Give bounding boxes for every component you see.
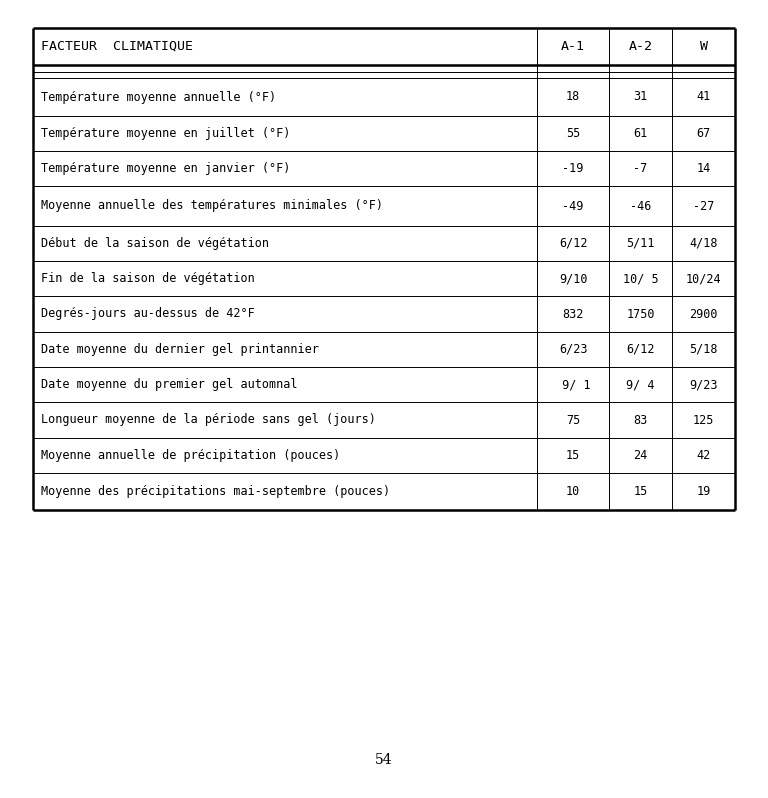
Text: 61: 61 — [634, 127, 647, 140]
Text: -7: -7 — [634, 162, 647, 175]
Text: A-1: A-1 — [561, 40, 585, 53]
Text: 2900: 2900 — [689, 307, 718, 321]
Text: 18: 18 — [566, 90, 580, 104]
Text: 1750: 1750 — [626, 307, 655, 321]
Text: 10/24: 10/24 — [686, 272, 721, 285]
Text: 6/23: 6/23 — [559, 343, 588, 356]
Text: 5/11: 5/11 — [626, 237, 655, 250]
Text: 9/10: 9/10 — [559, 272, 588, 285]
Text: 19: 19 — [697, 485, 710, 498]
Text: 6/12: 6/12 — [559, 237, 588, 250]
Text: -49: -49 — [562, 200, 584, 212]
Text: -27: -27 — [693, 200, 714, 212]
Text: 24: 24 — [634, 449, 647, 462]
Text: 10: 10 — [566, 485, 580, 498]
Text: 67: 67 — [697, 127, 710, 140]
Text: 832: 832 — [562, 307, 584, 321]
Text: Date moyenne du premier gel automnal: Date moyenne du premier gel automnal — [41, 378, 297, 391]
Text: Température moyenne en janvier (°F): Température moyenne en janvier (°F) — [41, 162, 290, 175]
Text: Longueur moyenne de la période sans gel (jours): Longueur moyenne de la période sans gel … — [41, 413, 376, 426]
Text: 5/18: 5/18 — [689, 343, 718, 356]
Text: Fin de la saison de végétation: Fin de la saison de végétation — [41, 272, 255, 285]
Text: 9/23: 9/23 — [689, 378, 718, 391]
Text: -46: -46 — [630, 200, 651, 212]
Text: 4/18: 4/18 — [689, 237, 718, 250]
Text: 15: 15 — [566, 449, 580, 462]
Text: W: W — [700, 40, 707, 53]
Text: 14: 14 — [697, 162, 710, 175]
Text: 31: 31 — [634, 90, 647, 104]
Text: 10/ 5: 10/ 5 — [623, 272, 658, 285]
Text: 54: 54 — [376, 753, 392, 767]
Text: Début de la saison de végétation: Début de la saison de végétation — [41, 237, 269, 250]
Text: Moyenne annuelle de précipitation (pouces): Moyenne annuelle de précipitation (pouce… — [41, 449, 340, 462]
Text: -19: -19 — [562, 162, 584, 175]
Text: 6/12: 6/12 — [626, 343, 655, 356]
Text: 9/ 1: 9/ 1 — [555, 378, 591, 391]
Text: Date moyenne du dernier gel printannier: Date moyenne du dernier gel printannier — [41, 343, 319, 356]
Text: 75: 75 — [566, 413, 580, 426]
Text: Moyenne annuelle des températures minimales (°F): Moyenne annuelle des températures minima… — [41, 200, 383, 212]
Text: 42: 42 — [697, 449, 710, 462]
Text: Degrés-jours au-dessus de 42°F: Degrés-jours au-dessus de 42°F — [41, 307, 255, 321]
Text: Température moyenne en juillet (°F): Température moyenne en juillet (°F) — [41, 127, 290, 140]
Text: Moyenne des précipitations mai-septembre (pouces): Moyenne des précipitations mai-septembre… — [41, 485, 390, 498]
Text: Température moyenne annuelle (°F): Température moyenne annuelle (°F) — [41, 90, 276, 104]
Text: A-2: A-2 — [628, 40, 653, 53]
Text: 9/ 4: 9/ 4 — [626, 378, 655, 391]
Text: FACTEUR  CLIMATIQUE: FACTEUR CLIMATIQUE — [41, 40, 193, 53]
Text: 125: 125 — [693, 413, 714, 426]
Text: 83: 83 — [634, 413, 647, 426]
Text: 41: 41 — [697, 90, 710, 104]
Text: 15: 15 — [634, 485, 647, 498]
Text: 55: 55 — [566, 127, 580, 140]
